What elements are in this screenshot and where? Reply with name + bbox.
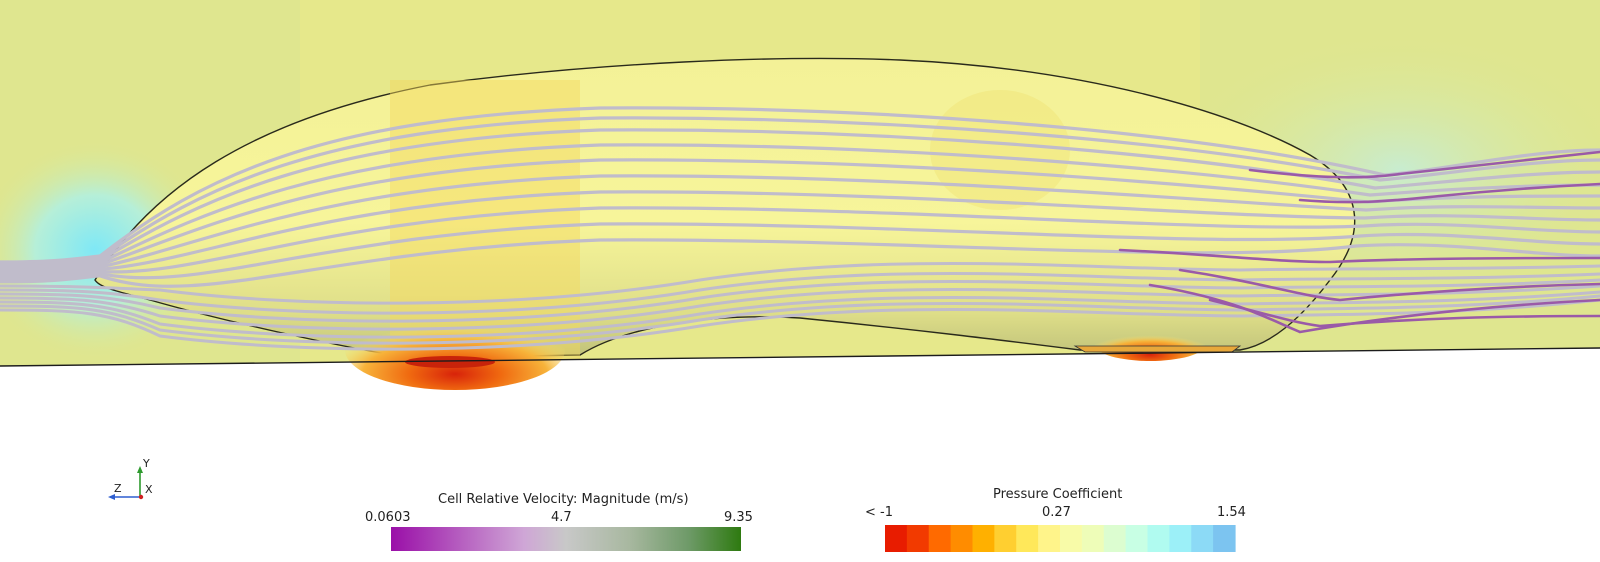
velocity-legend-mid: 4.7 [551,510,572,525]
pressure-colorbar-swatch [906,525,930,552]
streamline [0,294,1600,345]
streamline [0,174,1600,275]
pressure-colorbar-swatch [1125,525,1149,552]
velocity-legend-max: 9.35 [724,510,753,525]
streamline [0,116,1600,266]
pressure-colorbar-swatch [972,525,995,552]
streamline [0,278,1600,323]
streamlines [0,106,1600,351]
streamline [0,261,1600,305]
axis-z-label: Z [114,482,122,495]
streamline [0,206,1600,279]
pressure-legend-min: < -1 [865,505,893,520]
velocity-legend-title: Cell Relative Velocity: Magnitude (m/s) [438,492,689,507]
ground-plane [0,347,1600,367]
streamline [0,290,1600,339]
pressure-colorbar-swatch [1016,525,1039,552]
velocity-colorbar [391,527,741,551]
streamline [0,143,1600,271]
pressure-colorbar-swatch [1103,525,1127,552]
axis-triad: Y Z X [108,457,153,500]
pressure-colorbar [885,525,1236,552]
velocity-legend-min: 0.0603 [365,510,411,525]
pressure-colorbar-swatch [1213,525,1236,552]
pressure-colorbar-swatch [928,525,952,552]
pressure-legend-title: Pressure Coefficient [993,487,1123,502]
streamline [0,298,1600,351]
streamline [0,190,1600,277]
streamline [1148,283,1600,334]
pressure-legend-mid: 0.27 [1042,505,1071,520]
rear-wheel-fairing [1073,345,1242,353]
streamline [0,222,1600,282]
streamline [0,284,1600,331]
pressure-colorbar-swatch [885,525,908,552]
axis-x-label: X [145,483,153,496]
pressure-colorbar-swatch [1038,525,1061,552]
streamline [1118,248,1600,264]
pressure-colorbar-swatch [1191,525,1214,552]
streamline [0,271,1600,315]
streamline [1248,150,1600,179]
streamline [1208,298,1600,328]
pressure-colorbar-swatch [1147,525,1170,552]
pressure-colorbar-swatch [994,525,1017,552]
streamline [1298,182,1600,204]
pressure-colorbar-swatch [1060,525,1083,552]
streamline [0,128,1600,268]
axis-y-label: Y [142,457,150,470]
pressure-legend-max: 1.54 [1217,505,1246,520]
streamline [1178,268,1600,302]
streamline [0,238,1600,288]
pressure-colorbar-swatch [1169,525,1192,552]
pressure-colorbar-swatch [1081,525,1105,552]
pressure-colorbar-swatch [950,525,974,552]
